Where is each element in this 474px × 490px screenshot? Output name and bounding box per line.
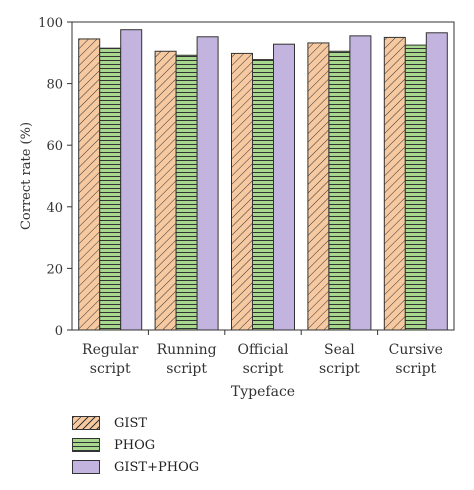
bar-phog: [328, 50, 351, 331]
x-tick-label: script: [166, 361, 207, 377]
bar-phog: [99, 47, 122, 331]
legend-label-phog: PHOG: [114, 437, 156, 453]
x-tick-label: Seal: [324, 342, 355, 358]
x-tick-label: Running: [157, 342, 217, 358]
bar-gist-phog: [425, 32, 448, 331]
bar-phog: [404, 44, 427, 331]
x-tick-label: Cursive: [389, 342, 443, 358]
x-axis-label: Typeface: [231, 384, 295, 400]
x-tick-label: script: [319, 361, 360, 377]
bar-gist: [383, 36, 406, 331]
bar-phog: [252, 59, 274, 331]
x-tick-label: script: [395, 361, 436, 377]
bar-gist: [231, 52, 253, 331]
y-tick-label: 60: [46, 139, 63, 154]
y-tick-label: 40: [46, 201, 63, 216]
legend-swatch-gist-phog: [72, 460, 100, 474]
x-tick-label: script: [90, 361, 131, 377]
legend-swatch-phog: [72, 438, 100, 452]
legend-label-gist: GIST: [114, 415, 148, 431]
y-tick-label: 20: [46, 262, 63, 277]
y-tick-label: 0: [55, 324, 63, 339]
bar-gist: [154, 50, 177, 331]
bar-gist-phog: [196, 36, 219, 331]
bar-gist: [307, 42, 330, 331]
bar-gist: [78, 38, 101, 331]
y-axis-label: Correct rate (%): [19, 122, 34, 230]
legend-item-gist-phog: GIST+PHOG: [72, 456, 199, 478]
y-tick-label: 100: [38, 16, 63, 31]
bar-gist-phog: [120, 29, 143, 331]
x-tick-label: Regular: [82, 342, 139, 358]
bar-gist-phog: [349, 35, 372, 331]
x-tick-label: Official: [237, 342, 289, 358]
chart-svg: 0 20 40 60 80 100 Correct rate (%) Regular scrip…: [19, 16, 455, 400]
x-tick-label: script: [243, 361, 284, 377]
y-tick-label: 80: [46, 78, 63, 93]
legend-item-gist: GIST: [72, 412, 199, 434]
legend: GIST PHOG GIST+PHOG: [72, 412, 199, 478]
bar-gist-phog: [273, 43, 295, 331]
bar-phog: [175, 54, 198, 331]
legend-label-gist-phog: GIST+PHOG: [114, 459, 200, 475]
legend-swatch-gist: [72, 416, 100, 430]
legend-item-phog: PHOG: [72, 434, 199, 456]
